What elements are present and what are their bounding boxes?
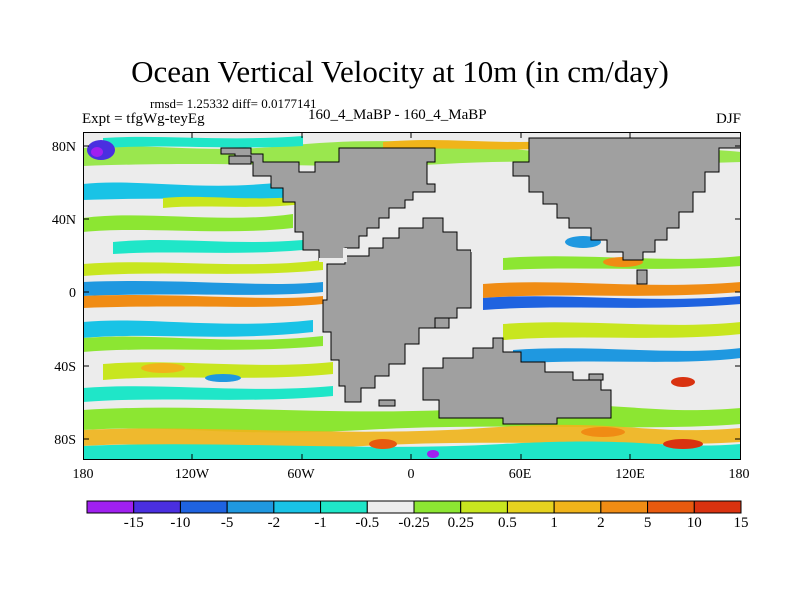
axis-ticks [83,132,741,460]
land-island-2 [636,269,648,285]
colorbar-label: 5 [643,515,652,531]
lon-label-60w: 60W [287,467,315,482]
colorbar-label: 15 [733,515,749,531]
map-title: Ocean Vertical Velocity at 10m (in cm/da… [131,54,669,89]
lon-label-120e: 120E [615,467,645,482]
colorbar-label: -15 [123,515,144,531]
colorbar-swatch [647,500,695,514]
colorbar-swatch [179,500,228,514]
colorbar-label: 10 [686,515,702,531]
lat-label-40n: 40N [51,213,76,228]
stats-line: rmsd= 1.25332 diff= 0.0177141 [150,96,317,111]
colorbar [86,500,742,514]
land-island-5 [588,373,604,381]
land-north-western [220,147,436,261]
colorbar-label: -10 [170,515,191,531]
colorbar-swatch [506,500,555,514]
lon-label-120w: 120W [174,467,210,482]
colorbar-label: -0.5 [355,515,380,531]
colorbar-swatch [366,500,415,514]
colorbar-swatch [86,500,135,514]
colorbar-label: -2 [267,515,281,531]
colorbar-swatch [600,500,649,514]
colorbar-label: -5 [220,515,234,531]
land-south-eastern [422,337,612,425]
comparison-label: 160_4_MaBP - 160_4_MaBP [308,107,487,123]
lon-label-60e: 60E [508,467,532,482]
season-label: DJF [715,111,741,127]
land-island-1 [228,155,252,165]
lat-label-0: 0 [69,286,76,301]
colorbar-label: 1 [550,515,558,531]
land-north-eastern [512,137,741,261]
lat-label-40s: 40S [54,360,76,375]
coastal-margins [319,248,485,272]
colorbar-label: 2 [597,515,605,531]
land-masses [220,137,741,425]
colorbar-swatch [460,500,508,514]
land-island-3 [434,317,450,329]
colorbar-swatch [553,500,602,514]
colorbar-label: 0.5 [498,515,517,531]
lon-label-180w: 180 [72,467,94,482]
lon-label-180e: 180 [728,467,750,482]
colorbar-swatch [320,500,368,514]
lat-label-80s: 80S [54,433,76,448]
colorbar-label: -1 [314,515,327,531]
lat-label-80n: 80N [51,140,76,155]
colorbar-swatch [273,500,322,514]
colorbar-swatch [133,500,181,514]
velocity-bands [83,136,741,460]
land-island-4 [378,399,396,407]
lon-label-0: 0 [407,467,415,482]
colorbar-label: -0.25 [398,515,430,531]
colorbar-swatch [693,500,742,514]
velocity-map [83,132,741,460]
colorbar-label: 0.25 [447,515,474,531]
experiment-label: Expt = tfgWg-teyEg [82,111,205,127]
map-frame [83,132,741,460]
colorbar-swatch [226,500,275,514]
colorbar-swatch [413,500,462,514]
